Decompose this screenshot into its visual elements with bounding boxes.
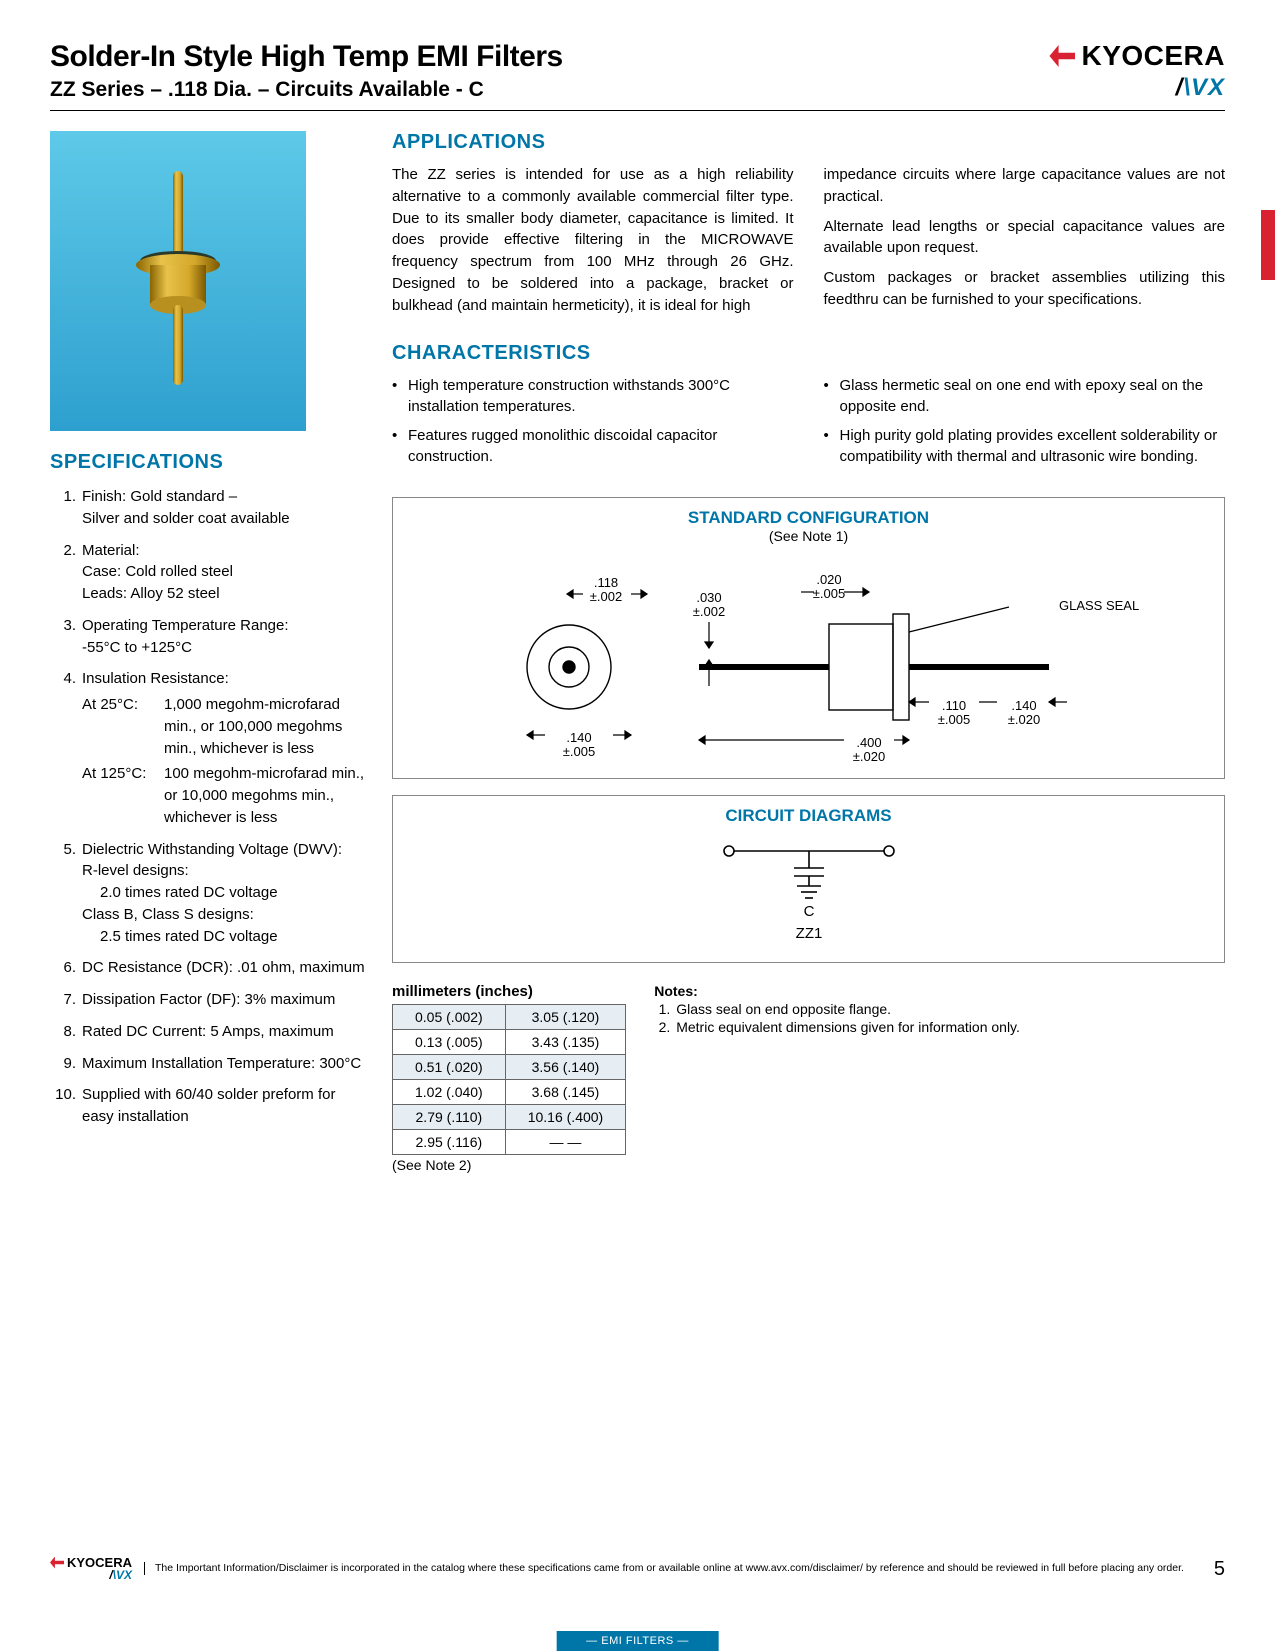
svg-text:.140: .140 [566,730,591,745]
page-subtitle: ZZ Series – .118 Dia. – Circuits Availab… [50,78,563,102]
side-tab [1261,210,1275,280]
footer-disclaimer: The Important Information/Disclaimer is … [144,1562,1225,1576]
footer-logo: KYOCERA /\VX [50,1556,132,1581]
page-number: 5 [1214,1558,1225,1581]
svg-text:.110: .110 [941,698,965,713]
svg-text:.118: .118 [593,575,617,590]
svg-text:±.005: ±.005 [812,586,844,601]
spec-item: Insulation Resistance:At 25°C:1,000 mego… [50,668,370,828]
characteristic-item: High purity gold plating provides excell… [824,425,1226,467]
circuit-diagram-frame: CIRCUIT DIAGRAMS C [392,795,1225,963]
table-row: 0.51 (.020)3.56 (.140) [393,1055,626,1080]
footer: KYOCERA /\VX The Important Information/D… [50,1556,1225,1581]
spec-item: Rated DC Current: 5 Amps, maximum [50,1021,370,1043]
brand-logo: KYOCERA /\VX [1049,40,1225,102]
characteristic-item: High temperature construction withstands… [392,375,794,417]
specifications-list: Finish: Gold standard –Silver and solder… [50,486,370,1128]
svg-text:±.005: ±.005 [562,744,594,759]
bottom-bar: — EMI FILTERS — [556,1631,719,1651]
page-title: Solder-In Style High Temp EMI Filters [50,40,563,74]
applications-heading: APPLICATIONS [392,131,1225,154]
svg-text:.030: .030 [696,590,721,605]
spec-item: DC Resistance (DCR): .01 ohm, maximum [50,957,370,979]
spec-item: Finish: Gold standard –Silver and solder… [50,486,370,530]
table-row: 2.79 (.110)10.16 (.400) [393,1105,626,1130]
mm-see-note: (See Note 2) [392,1157,626,1173]
circuit-heading: CIRCUIT DIAGRAMS [407,806,1210,826]
header: Solder-In Style High Temp EMI Filters ZZ… [50,40,1225,111]
standard-config-frame: STANDARD CONFIGURATION (See Note 1) [392,497,1225,779]
table-row: 1.02 (.040)3.68 (.145) [393,1080,626,1105]
kyocera-text: KYOCERA [1081,40,1225,72]
svg-text:±.002: ±.002 [589,589,621,604]
svg-text:±.020: ±.020 [1007,712,1039,727]
specifications-heading: SPECIFICATIONS [50,451,370,474]
svg-text:.140: .140 [1011,698,1036,713]
product-image [50,131,306,431]
standard-config-see: (See Note 1) [407,528,1210,544]
characteristics-lists: High temperature construction withstands… [392,375,1225,475]
avx-logo: /\VX [1049,74,1225,102]
svg-text:±.002: ±.002 [692,604,724,619]
spec-item: Supplied with 60/40 solder preform for e… [50,1084,370,1128]
spec-item: Operating Temperature Range:-55°C to +12… [50,615,370,659]
notes-block: Notes: Glass seal on end opposite flange… [654,983,1020,1037]
applications-text: The ZZ series is intended for use as a h… [392,164,1225,316]
kyocera-mark-icon [1049,45,1075,67]
svg-text:.400: .400 [856,735,881,750]
spec-item: Maximum Installation Temperature: 300°C [50,1053,370,1075]
spec-item: Material:Case: Cold rolled steelLeads: A… [50,540,370,605]
svg-text:GLASS SEAL: GLASS SEAL [1059,598,1139,613]
dimension-diagram: .118 ±.002 .030 ±.002 .020 ±.005 [407,552,1210,762]
characteristic-item: Glass hermetic seal on one end with epox… [824,375,1226,417]
note-item: Glass seal on end opposite flange. [674,1001,1020,1017]
svg-text:C: C [803,903,814,920]
table-row: 0.05 (.002)3.05 (.120) [393,1005,626,1030]
mm-caption: millimeters (inches) [392,983,626,1000]
svg-text:.020: .020 [816,572,841,587]
circuit-diagram: C ZZ1 [407,826,1210,946]
table-row: 0.13 (.005)3.43 (.135) [393,1030,626,1055]
note-item: Metric equivalent dimensions given for i… [674,1019,1020,1035]
svg-text:±.020: ±.020 [852,749,884,762]
standard-config-heading: STANDARD CONFIGURATION [407,508,1210,528]
spec-item: Dielectric Withstanding Voltage (DWV):R-… [50,839,370,948]
spec-item: Dissipation Factor (DF): 3% maximum [50,989,370,1011]
characteristics-heading: CHARACTERISTICS [392,342,1225,365]
svg-text:ZZ1: ZZ1 [795,925,822,942]
characteristic-item: Features rugged monolithic discoidal cap… [392,425,794,467]
table-row: 2.95 (.116)— — [393,1130,626,1155]
mm-table: 0.05 (.002)3.05 (.120)0.13 (.005)3.43 (.… [392,1004,626,1155]
svg-text:±.005: ±.005 [937,712,969,727]
